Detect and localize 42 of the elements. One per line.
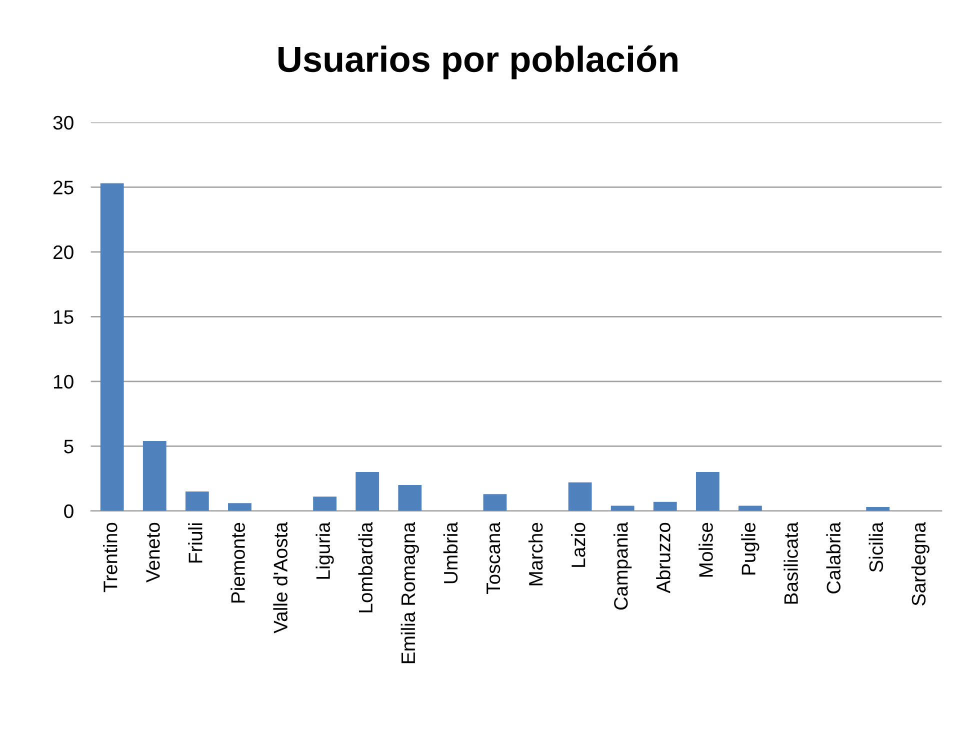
bar <box>398 485 422 511</box>
x-tick-label: Liguria <box>316 522 334 579</box>
y-tick-label: 5 <box>64 440 74 454</box>
y-tick-label: 15 <box>54 310 74 324</box>
chart-title: Usuarios por población <box>278 45 678 80</box>
x-tick-label: Friuli <box>188 523 202 563</box>
x-tick-label: Lombardia <box>358 522 373 612</box>
bar <box>653 502 677 511</box>
x-tick-label: Veneto <box>146 522 160 582</box>
x-tick-label: Toscana <box>486 522 500 594</box>
y-tick-label: 20 <box>54 245 74 260</box>
x-tick-label: Molise <box>698 522 713 577</box>
bar <box>185 491 209 511</box>
x-tick-label: Lazio <box>570 522 586 567</box>
bar <box>356 472 380 511</box>
y-tick-label: 25 <box>54 180 74 194</box>
bar <box>866 507 890 511</box>
x-tick-label: Emilia Romagna <box>400 522 419 664</box>
x-tick-label: Trentino <box>103 522 118 592</box>
x-tick-label: Piemonte <box>230 522 245 603</box>
x-tick-label: Umbria <box>443 522 458 584</box>
bar <box>610 506 634 511</box>
x-tick-label: Sicilia <box>868 522 884 572</box>
bar <box>142 440 166 511</box>
bar <box>738 506 762 511</box>
bar <box>696 472 720 511</box>
x-tick-label: Marche <box>528 522 543 586</box>
bar <box>568 482 592 511</box>
x-tick-label: Sardegna <box>911 522 930 606</box>
y-tick-label: 10 <box>54 374 74 389</box>
bar <box>483 494 507 511</box>
y-tick-label: 0 <box>64 504 74 518</box>
x-tick-label: Calabria <box>826 522 841 594</box>
y-tick-label: 30 <box>53 116 74 130</box>
x-tick-label: Abruzzo <box>656 522 670 594</box>
x-tick-label: Basilicata <box>784 522 798 604</box>
x-tick-label: Campania <box>614 522 632 610</box>
bar <box>228 503 252 511</box>
x-tick-label: Puglie <box>741 522 760 574</box>
bar <box>313 496 336 511</box>
x-tick-label: Valle d'Aosta <box>273 522 288 634</box>
bar <box>100 183 124 511</box>
